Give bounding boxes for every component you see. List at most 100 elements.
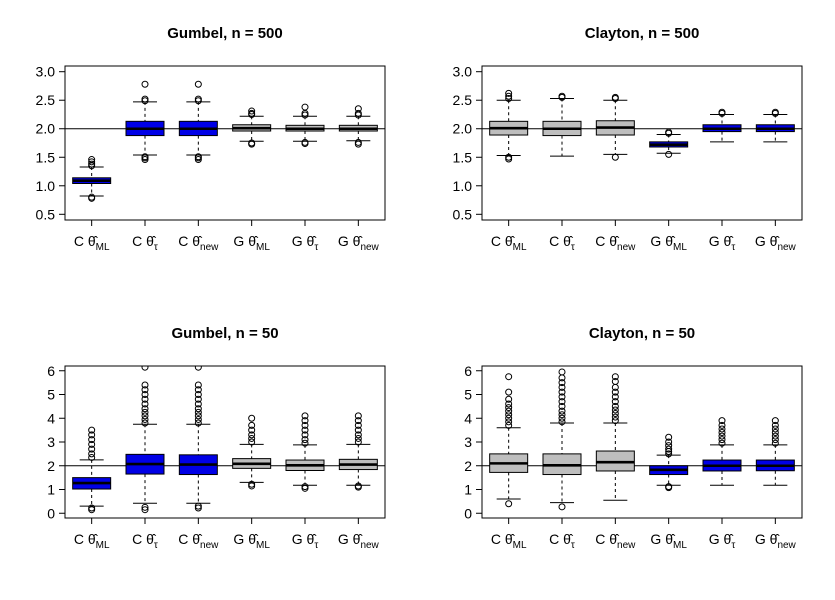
outlier-point xyxy=(194,412,202,420)
outlier-point xyxy=(718,436,726,444)
outlier-point xyxy=(301,439,309,447)
outlier-point xyxy=(248,414,256,422)
outlier-point xyxy=(248,480,256,488)
outlier-point xyxy=(301,431,309,439)
plot-frame xyxy=(481,65,803,221)
outlier-point xyxy=(505,418,513,426)
x-tick-theta-hat: θ̂ xyxy=(88,531,99,547)
outlier-point xyxy=(88,193,96,201)
box-6 xyxy=(755,417,795,486)
x-tick-theta-hat: θ̂ xyxy=(665,233,676,249)
x-tick-theta-hat: θ̂ xyxy=(307,531,318,547)
x-tick-subscript: τ xyxy=(571,242,575,253)
outlier-point xyxy=(88,436,96,444)
x-tick-subscript: new xyxy=(777,242,796,253)
x-tick-subscript: τ xyxy=(314,242,318,253)
box-3 xyxy=(178,366,218,512)
outlier-point xyxy=(665,483,673,491)
outlier-point xyxy=(505,92,513,100)
y-tick-label: 3.0 xyxy=(453,64,473,80)
outlier-point xyxy=(718,417,726,425)
x-tick-estimator-prefix: C xyxy=(595,531,609,547)
x-tick-subscript: ML xyxy=(96,540,110,551)
outlier-point xyxy=(505,388,513,396)
x-tick-estimator-prefix: G xyxy=(709,233,724,249)
outlier-point xyxy=(611,413,619,421)
outlier-point xyxy=(141,381,149,389)
outlier-point xyxy=(194,381,202,389)
outlier-point xyxy=(194,95,202,103)
outlier-point xyxy=(558,368,566,376)
x-tick-label: G θ̂ML xyxy=(650,531,687,551)
box-3 xyxy=(178,80,218,164)
x-tick-label: C θ̂τ xyxy=(549,531,575,551)
x-tick-theta-hat: θ̂ xyxy=(665,531,676,547)
outlier-point xyxy=(194,415,202,423)
outlier-point xyxy=(771,425,779,433)
x-tick-subscript: τ xyxy=(154,242,158,253)
x-tick-label: G θ̂τ xyxy=(709,233,736,253)
y-tick-label: 6 xyxy=(464,363,472,379)
outlier-point xyxy=(718,421,726,429)
outlier-point xyxy=(141,95,149,103)
outlier-point xyxy=(88,445,96,453)
outlier-point xyxy=(141,419,149,427)
outlier-point xyxy=(141,386,149,394)
box-6 xyxy=(755,108,795,143)
x-tick-subscript: ML xyxy=(96,242,110,253)
y-tick-label: 1 xyxy=(47,482,55,498)
outlier-point xyxy=(141,366,149,371)
x-tick-subscript: new xyxy=(200,540,219,551)
y-tick-label: 3 xyxy=(464,434,472,450)
outlier-point xyxy=(88,156,96,164)
outlier-point xyxy=(771,436,779,444)
outlier-point xyxy=(354,105,362,113)
outlier-point xyxy=(771,421,779,429)
outlier-point xyxy=(558,503,566,511)
x-tick-subscript: τ xyxy=(314,540,318,551)
plot-area xyxy=(482,89,802,163)
y-tick-label: 1.0 xyxy=(453,178,473,194)
x-tick-label: C θ̂τ xyxy=(132,233,158,253)
x-tick-subscript: new xyxy=(617,242,636,253)
x-tick-label: G θ̂new xyxy=(338,531,380,551)
outlier-point xyxy=(141,153,149,161)
outlier-point xyxy=(558,92,566,100)
box-1 xyxy=(72,156,112,202)
outlier-point xyxy=(771,432,779,440)
panel-title: Clayton, n = 50 xyxy=(589,325,695,342)
outlier-point xyxy=(558,398,566,406)
panel-title: Gumbel, n = 50 xyxy=(171,325,278,342)
x-tick-estimator-prefix: G xyxy=(292,531,307,547)
x-tick-theta-hat: θ̂ xyxy=(146,233,157,249)
x-tick-theta-hat: θ̂ xyxy=(146,531,157,547)
outlier-point xyxy=(194,395,202,403)
outlier-point xyxy=(558,407,566,415)
y-tick-label: 5 xyxy=(47,387,55,403)
x-tick-estimator-prefix: G xyxy=(233,531,248,547)
outlier-point xyxy=(301,103,309,111)
plot-frame xyxy=(64,365,386,519)
outlier-point xyxy=(248,431,256,439)
x-tick-label: C θ̂ML xyxy=(74,531,110,551)
x-tick-theta-hat: θ̂ xyxy=(724,233,735,249)
outlier-point xyxy=(141,415,149,423)
x-tick-theta-hat: θ̂ xyxy=(505,531,516,547)
outlier-point xyxy=(718,108,726,116)
outlier-point xyxy=(771,429,779,436)
box-5 xyxy=(285,412,325,492)
box-5 xyxy=(702,108,742,143)
outlier-point xyxy=(665,445,673,453)
outlier-point xyxy=(248,438,256,446)
x-tick-theta-hat: θ̂ xyxy=(770,233,781,249)
x-tick-label: G θ̂new xyxy=(755,233,797,253)
box-1 xyxy=(489,89,529,163)
outlier-point xyxy=(194,502,202,510)
outlier-point xyxy=(301,483,309,491)
outlier-point xyxy=(558,393,566,401)
x-tick-estimator-prefix: C xyxy=(178,233,192,249)
x-tick-theta-hat: θ̂ xyxy=(563,233,574,249)
box-4 xyxy=(649,433,689,492)
x-tick-estimator-prefix: C xyxy=(74,531,88,547)
outlier-point xyxy=(194,80,202,88)
